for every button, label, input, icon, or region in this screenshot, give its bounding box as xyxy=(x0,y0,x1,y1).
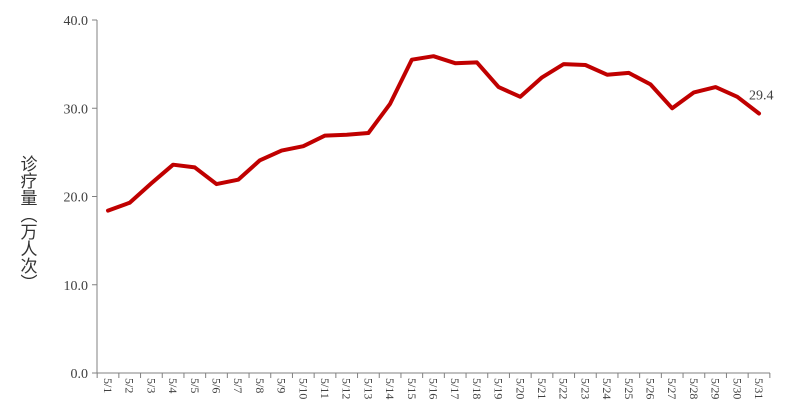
x-tick-label: 5/7 xyxy=(231,378,245,393)
x-tick-label: 5/23 xyxy=(578,378,592,399)
x-tick-label: 5/5 xyxy=(188,378,202,393)
x-tick-label: 5/16 xyxy=(427,378,441,399)
y-axis-label: 诊疗量（万人次） xyxy=(18,155,38,291)
x-tick-label: 5/21 xyxy=(535,378,549,399)
x-tick-label: 5/27 xyxy=(665,378,679,399)
y-tick-label: 20.0 xyxy=(64,191,89,206)
x-tick-label: 5/15 xyxy=(405,378,419,399)
x-tick-label: 5/13 xyxy=(361,378,375,399)
series-line xyxy=(106,54,761,213)
data-points xyxy=(107,56,760,211)
x-tick-label: 5/1 xyxy=(101,378,115,393)
x-tick-label: 5/8 xyxy=(253,378,267,393)
x-tick-label: 5/3 xyxy=(144,378,158,393)
x-tick-label: 5/31 xyxy=(752,378,766,399)
x-axis: 5/1 5/2 5/3 5/4 5/5 5/6 5/7 5/8 5/9 5/10 5/11 5/12 5… xyxy=(96,372,771,399)
x-tick-label: 5/4 xyxy=(166,378,180,393)
x-tick-label: 5/2 xyxy=(123,378,137,393)
y-axis: 0.0 10.0 20.0 30.0 40.0 xyxy=(64,14,98,382)
x-tick-label: 5/28 xyxy=(687,378,701,399)
x-tick-label: 5/11 xyxy=(318,378,332,399)
x-tick-label: 5/6 xyxy=(210,378,224,393)
y-tick-label: 40.0 xyxy=(64,14,89,29)
x-tick-label: 5/29 xyxy=(709,378,723,399)
x-tick-label: 5/14 xyxy=(383,378,397,399)
y-tick-label: 10.0 xyxy=(64,279,89,294)
x-tick-label: 5/24 xyxy=(600,378,614,399)
x-tick-label: 5/30 xyxy=(730,378,744,399)
y-tick-label: 0.0 xyxy=(71,367,89,382)
x-tick-label: 5/20 xyxy=(513,378,527,399)
last-value-label: 29.4 xyxy=(749,89,774,104)
x-tick-label: 5/17 xyxy=(448,378,462,399)
x-tick-label: 5/10 xyxy=(296,378,310,399)
x-tick-label: 5/12 xyxy=(340,378,354,399)
x-tick-label: 5/22 xyxy=(557,378,571,399)
x-tick-label: 5/18 xyxy=(470,378,484,399)
x-tick-label: 5/19 xyxy=(492,378,506,399)
y-tick-label: 30.0 xyxy=(64,102,89,117)
x-tick-label: 5/26 xyxy=(644,378,658,399)
x-tick-label: 5/9 xyxy=(275,378,289,393)
x-tick-label: 5/25 xyxy=(622,378,636,399)
